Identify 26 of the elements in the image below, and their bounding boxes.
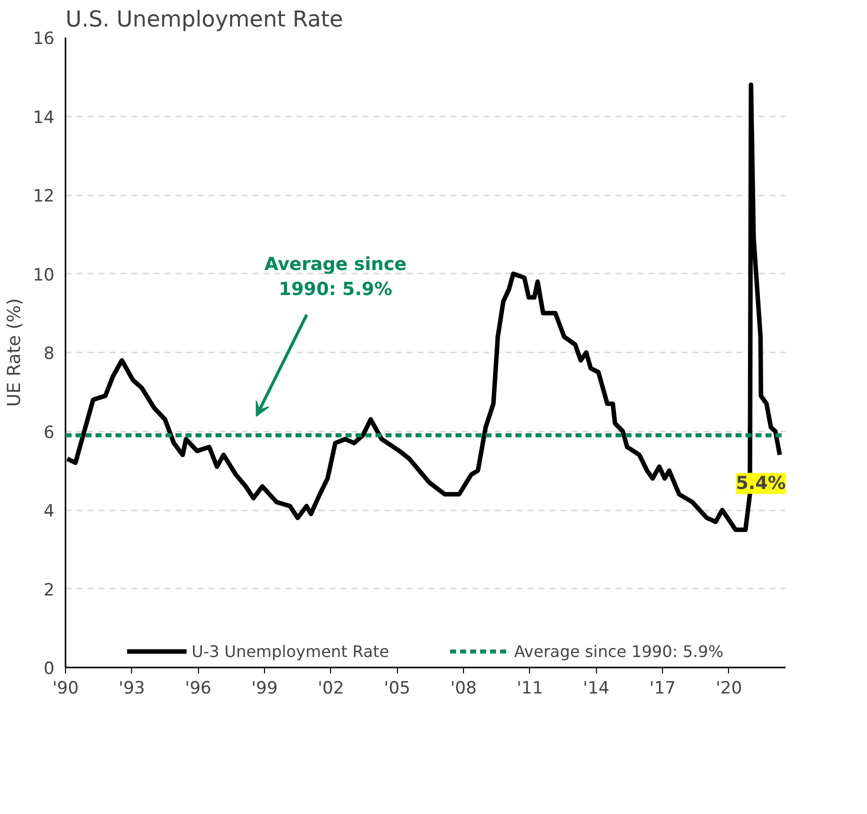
chart-title: U.S. Unemployment Rate (66, 8, 344, 32)
annotation: Average since 1990: 5.9% (264, 254, 407, 300)
y-tick-label: 10 (32, 265, 55, 286)
legend-label: Average since 1990: 5.9% (514, 642, 724, 660)
y-tick-label: 6 (44, 422, 55, 443)
x-tick-label: '96 (185, 678, 212, 698)
y-tick-label: 2 (44, 580, 55, 600)
y-tick-label: 4 (44, 502, 55, 522)
x-tick-label: '05 (384, 678, 410, 698)
x-tick-label: '90 (52, 678, 79, 698)
y-tick-label: 0 (44, 659, 55, 679)
y-tick-label: 14 (32, 108, 55, 128)
x-tick-label: '93 (118, 678, 145, 698)
legend-label: U-3 Unemployment Rate (192, 642, 390, 660)
x-tick-label: '02 (318, 678, 344, 698)
y-tick-label: 16 (32, 29, 55, 49)
x-tick-label: '99 (251, 678, 278, 698)
x-tick-label: '14 (583, 678, 610, 698)
y-tick-label: 12 (32, 186, 55, 206)
y-axis-title: UE Rate (%) (4, 298, 25, 407)
x-tick-label: '11 (516, 678, 544, 698)
y-tick-label: 8 (44, 344, 55, 364)
x-tick-label: '17 (649, 678, 676, 698)
x-tick-label: '08 (450, 678, 477, 698)
annotation: 5.4% (736, 472, 786, 494)
x-tick-label: '20 (716, 678, 742, 698)
